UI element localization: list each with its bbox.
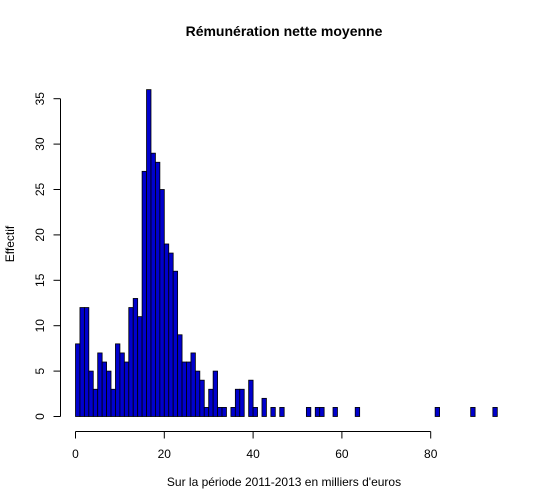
histogram-bar xyxy=(217,407,223,417)
y-tick-label: 10 xyxy=(33,319,47,333)
histogram-bar xyxy=(470,407,476,417)
histogram-bar xyxy=(203,407,210,417)
histogram-bar xyxy=(239,388,245,417)
histogram-bar xyxy=(354,407,361,417)
histogram-bar xyxy=(97,352,103,417)
histogram-bar xyxy=(119,352,125,417)
x-tick-label: 20 xyxy=(158,447,172,461)
y-tick-label: 15 xyxy=(33,273,47,287)
histogram-bar xyxy=(132,298,139,417)
histogram-bar xyxy=(88,370,94,417)
x-axis: 0 20 40 60 80 xyxy=(72,431,438,461)
histogram-bar xyxy=(261,397,267,417)
histogram-bar xyxy=(270,407,276,417)
histogram-bar xyxy=(106,370,112,417)
histogram-bar xyxy=(319,407,325,417)
x-tick-label: 0 xyxy=(72,447,79,461)
histogram-bar xyxy=(110,388,116,417)
histogram-bar xyxy=(199,379,205,417)
histogram-bar xyxy=(212,370,218,417)
histogram-bar xyxy=(194,370,201,417)
histogram-bar xyxy=(155,161,161,417)
x-tick-label: 80 xyxy=(424,447,438,461)
y-tick-label: 30 xyxy=(33,137,47,151)
histogram-bar xyxy=(314,407,321,417)
histogram-bar xyxy=(208,388,214,417)
histogram-bar xyxy=(115,343,121,417)
y-tick-label: 20 xyxy=(33,228,47,242)
histogram-bar xyxy=(252,407,258,417)
y-axis: 0 5 10 15 20 25 30 35 xyxy=(33,92,61,420)
y-tick-label: 35 xyxy=(33,92,47,106)
histogram-bar xyxy=(146,89,152,417)
histogram-bar xyxy=(221,407,227,417)
histogram-bar xyxy=(92,388,99,417)
histogram-bar xyxy=(230,407,236,417)
histogram-bar xyxy=(186,361,192,417)
histogram-bar xyxy=(181,361,187,417)
histogram-bar xyxy=(279,407,285,417)
y-tick-label: 25 xyxy=(33,183,47,197)
histogram-bar xyxy=(234,388,241,417)
histogram-bar xyxy=(79,307,85,417)
x-tick-label: 60 xyxy=(335,447,349,461)
histogram-bar xyxy=(177,334,183,417)
histogram-bar xyxy=(75,343,81,417)
bars-group xyxy=(75,89,498,417)
y-tick-label: 0 xyxy=(33,413,47,420)
histogram-bar xyxy=(159,189,165,417)
histogram-bar xyxy=(83,307,90,417)
histogram-bar xyxy=(492,407,498,417)
y-axis-label: Effectif xyxy=(3,225,17,262)
histogram-bar xyxy=(168,252,174,417)
chart-title: Rémunération nette moyenne xyxy=(186,23,383,39)
histogram-bar xyxy=(434,407,440,417)
histogram-bar xyxy=(163,243,170,417)
x-tick-label: 40 xyxy=(246,447,260,461)
y-tick-label: 5 xyxy=(33,367,47,374)
histogram-bar xyxy=(128,307,134,417)
histogram-bar xyxy=(305,407,312,417)
histogram-bar xyxy=(248,379,254,417)
histogram-bar xyxy=(141,170,147,417)
histogram-bar xyxy=(123,361,130,417)
histogram-bar xyxy=(150,152,156,417)
histogram-bar xyxy=(101,361,107,417)
histogram-bar xyxy=(332,407,338,417)
histogram-bar xyxy=(137,316,143,417)
histogram-bar xyxy=(190,352,196,417)
histogram-bar xyxy=(172,270,179,417)
x-axis-label: Sur la période 2011-2013 en milliers d'e… xyxy=(167,475,401,489)
